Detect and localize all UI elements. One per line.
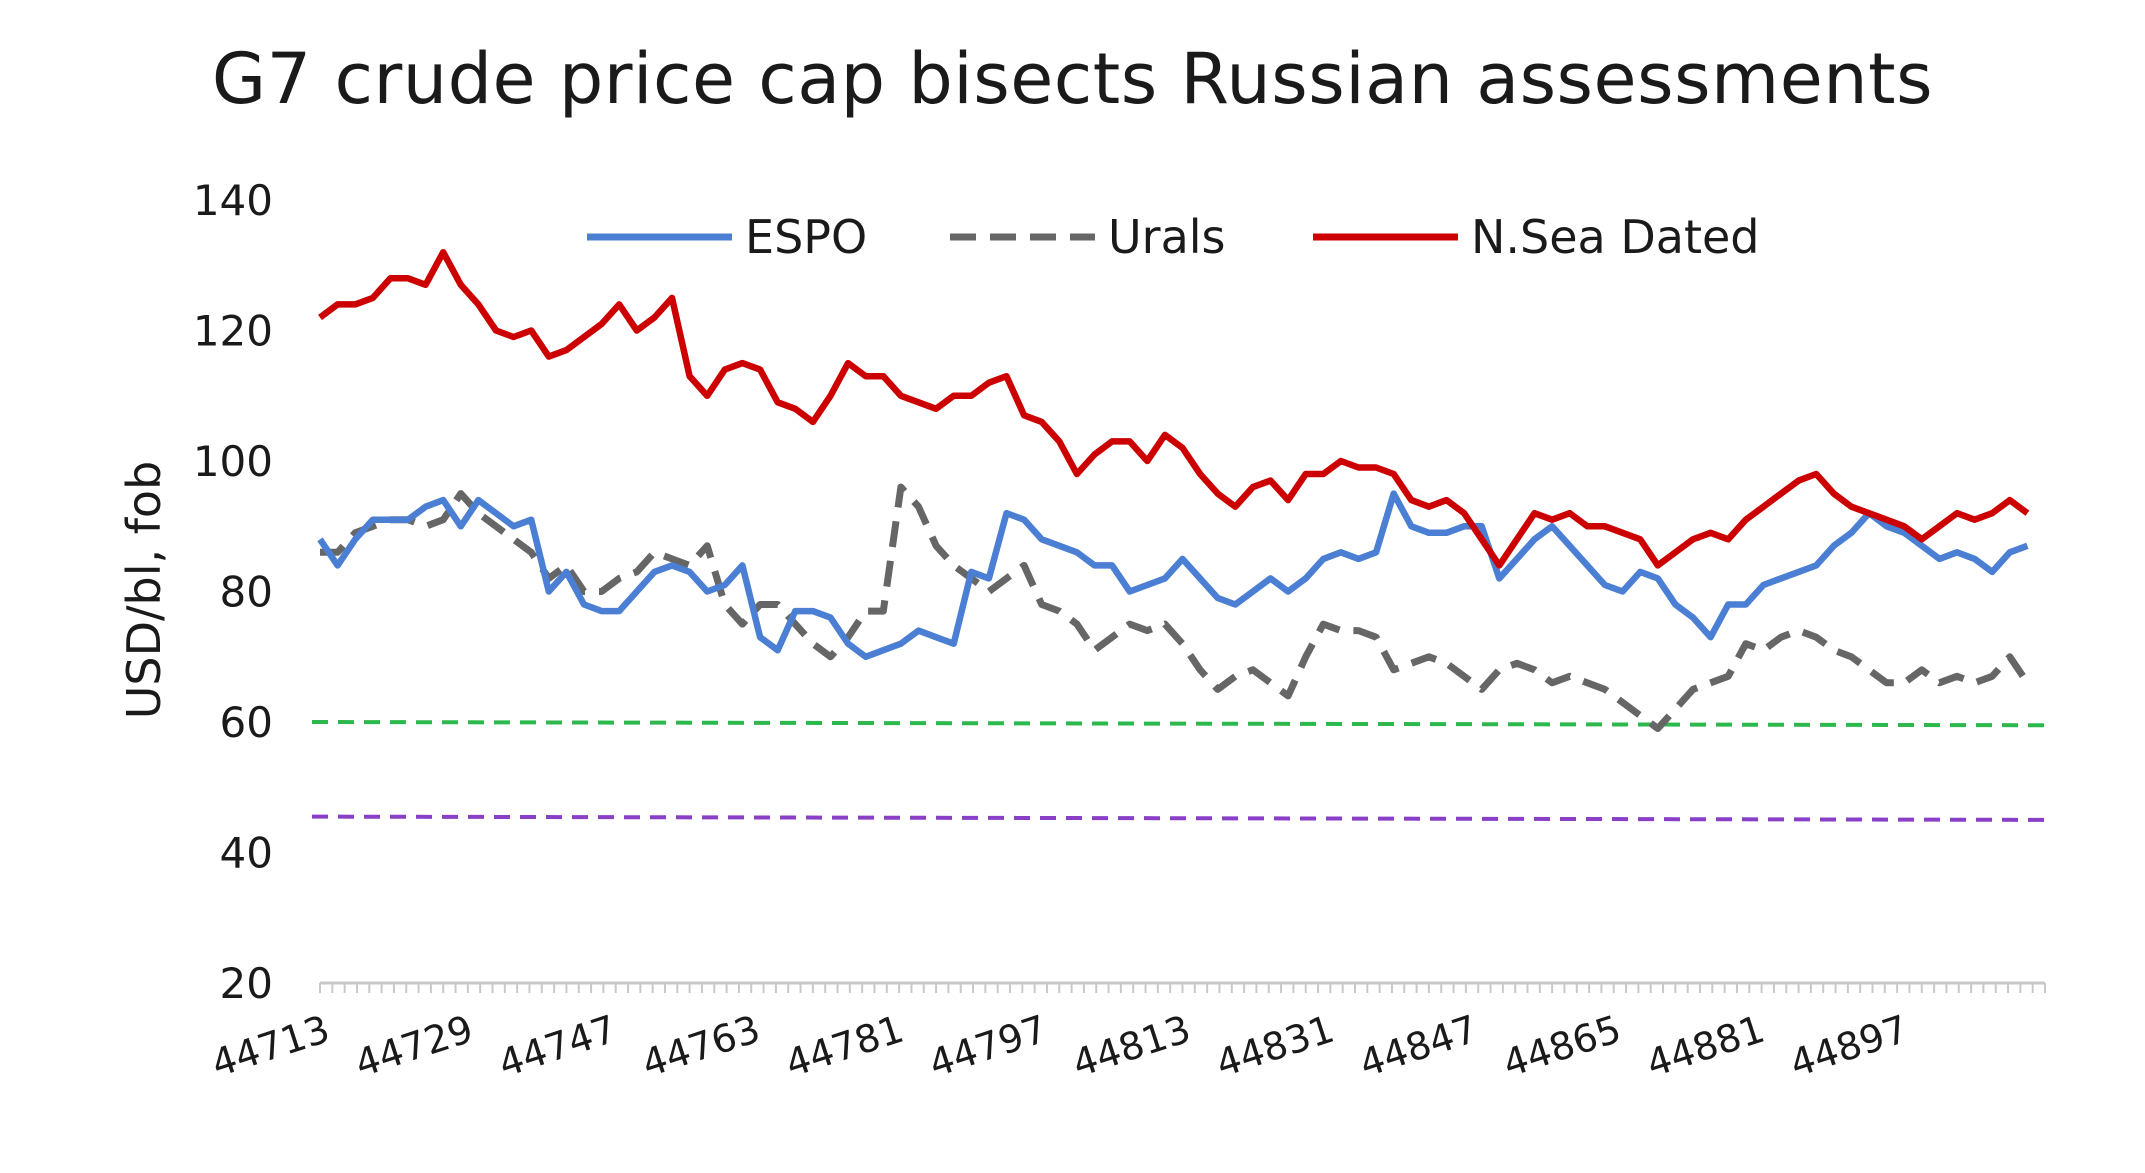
y-tick-label: 120 — [193, 307, 273, 356]
y-axis-label: USD/bl, fob — [117, 461, 171, 720]
series-line-espo — [317, 490, 2029, 661]
x-tick-label: 44831 — [1211, 1007, 1340, 1086]
x-tick-label: 44813 — [1067, 1007, 1196, 1086]
x-tick-label: 44747 — [493, 1007, 622, 1086]
reference-line-2 — [311, 814, 2046, 822]
reference-lines — [311, 720, 2046, 822]
x-tick-label: 44763 — [637, 1007, 766, 1086]
x-tick-labels: 44713 44729 44747 44763 44781 44797 44813 44831… — [206, 1007, 1913, 1086]
chart-title: G7 crude price cap bisects Russian asses… — [211, 38, 1934, 120]
x-tick-label: 44897 — [1785, 1007, 1914, 1086]
series-line-urals — [320, 483, 2031, 732]
y-tick-label: 100 — [193, 437, 273, 486]
legend-label-espo: ESPO — [745, 210, 867, 264]
y-tick-labels: 20 40 60 80 100 120 140 — [193, 176, 273, 1008]
y-tick-label: 20 — [220, 959, 273, 1008]
reference-line-1 — [311, 720, 2046, 728]
legend-label-urals: Urals — [1108, 210, 1226, 264]
series-line-n-sea-dated — [318, 248, 2030, 569]
x-tick-label: 44713 — [206, 1007, 335, 1086]
x-tick-label: 44781 — [780, 1007, 909, 1086]
y-tick-label: 80 — [220, 568, 273, 617]
x-tick-label: 44881 — [1641, 1007, 1770, 1086]
x-tick-label: 44847 — [1354, 1007, 1483, 1086]
x-axis — [319, 981, 2046, 993]
legend: ESPO Urals N.Sea Dated — [587, 210, 1760, 264]
x-tick-label: 44797 — [924, 1007, 1053, 1086]
y-tick-label: 140 — [193, 176, 273, 225]
series-lines — [317, 248, 2031, 732]
legend-label-n-sea-dated: N.Sea Dated — [1471, 210, 1760, 264]
x-tick-label: 44865 — [1498, 1007, 1627, 1086]
y-tick-label: 40 — [220, 829, 273, 878]
y-tick-label: 60 — [220, 698, 273, 747]
x-tick-label: 44729 — [350, 1007, 479, 1086]
